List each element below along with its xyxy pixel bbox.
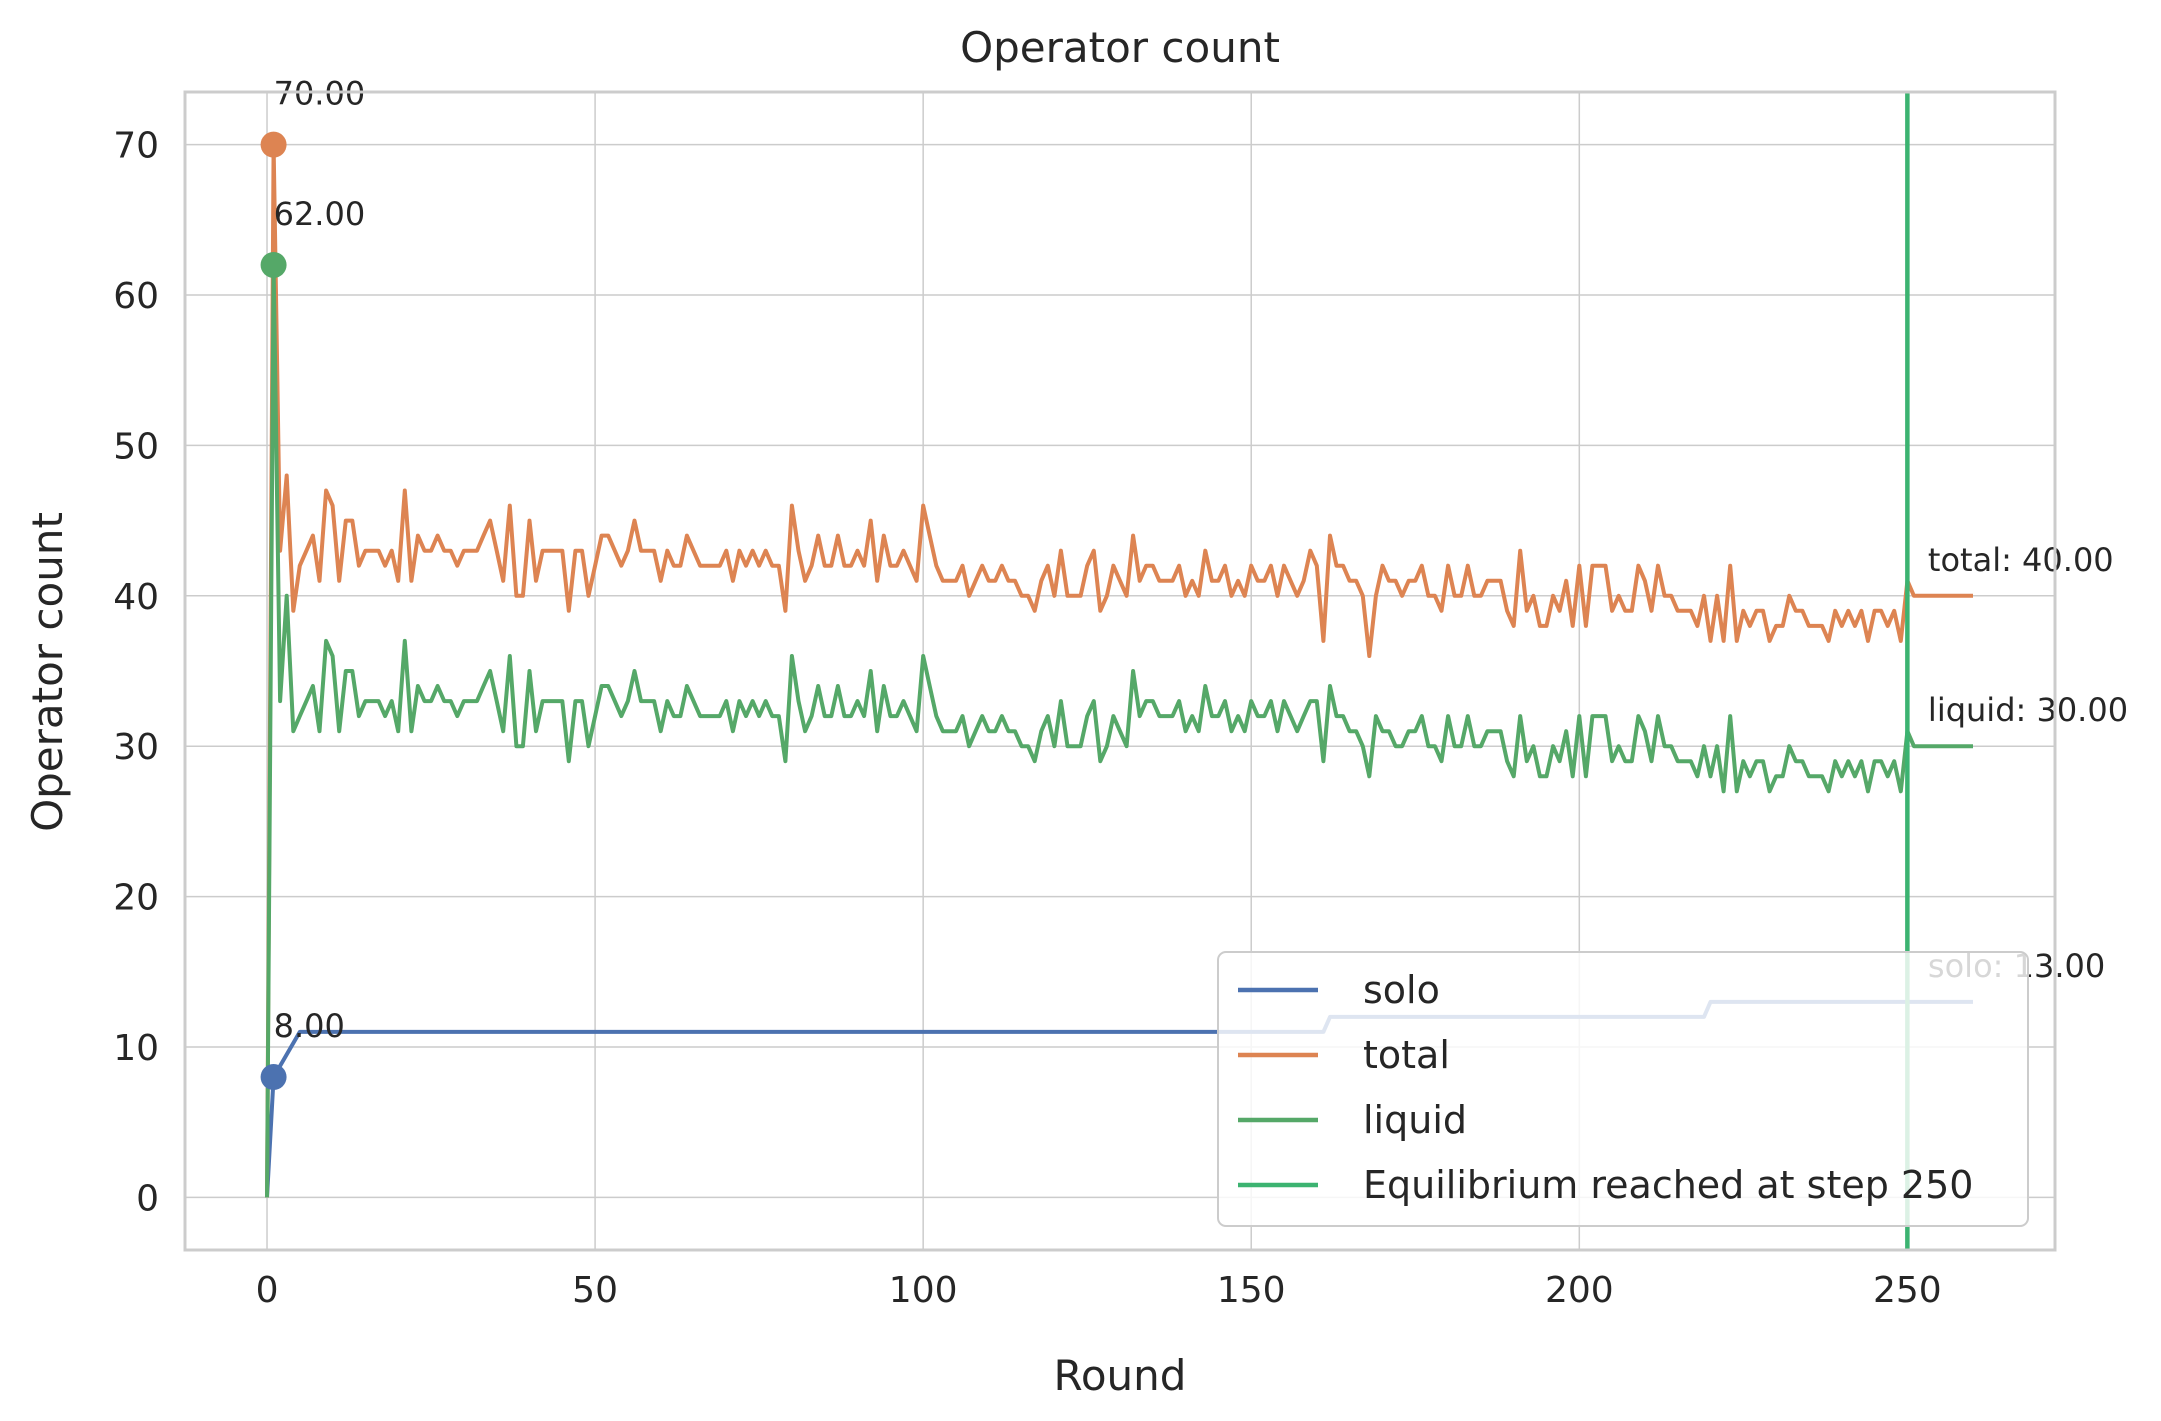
end-label-liquid: liquid: 30.00 — [1928, 691, 2128, 729]
x-tick-label: 150 — [1217, 1270, 1286, 1311]
series-line-total — [265, 142, 1973, 1198]
legend-label: Equilibrium reached at step 250 — [1363, 1163, 1973, 1207]
y-tick-label: 70 — [113, 126, 159, 167]
y-tick-label: 60 — [113, 276, 159, 317]
x-axis-label: Round — [1054, 1351, 1187, 1400]
y-tick-label: 20 — [113, 878, 159, 919]
end-label-total: total: 40.00 — [1928, 541, 2114, 579]
y-axis-label: Operator count — [23, 512, 72, 832]
x-tick-label: 0 — [256, 1270, 279, 1311]
legend-label: liquid — [1363, 1098, 1467, 1142]
x-tick-label: 250 — [1873, 1270, 1942, 1311]
peak-label-total: 70.00 — [274, 75, 366, 113]
y-tick-label: 50 — [113, 426, 159, 467]
x-tick-label: 100 — [889, 1270, 958, 1311]
legend: solo total liquid Equilibrium reached at st… — [1217, 951, 2029, 1227]
legend-box — [1217, 951, 2029, 1227]
peak-label-solo: 8.00 — [274, 1007, 345, 1045]
peak-label-liquid: 62.00 — [274, 195, 366, 233]
x-tick-label: 50 — [572, 1270, 618, 1311]
chart-title: Operator count — [960, 23, 1280, 72]
legend-label: total — [1363, 1033, 1450, 1077]
series-line-liquid — [265, 262, 1973, 1198]
peak-markers: 70.00 62.00 8.00 — [260, 75, 366, 1091]
y-tick-label: 40 — [113, 577, 159, 618]
y-tick-label: 10 — [113, 1028, 159, 1069]
y-tick-label: 0 — [136, 1178, 159, 1219]
legend-label: solo — [1363, 968, 1440, 1012]
peak-marker-total — [260, 131, 287, 158]
peak-marker-solo — [260, 1064, 287, 1091]
y-tick-label: 30 — [113, 727, 159, 768]
peak-marker-liquid — [260, 251, 287, 278]
plot-frame — [183, 90, 2057, 1252]
tick-labels: 0 50 100 150 200 250 0 10 20 30 40 50 60 70 — [113, 126, 1942, 1311]
x-tick-label: 200 — [1545, 1270, 1614, 1311]
